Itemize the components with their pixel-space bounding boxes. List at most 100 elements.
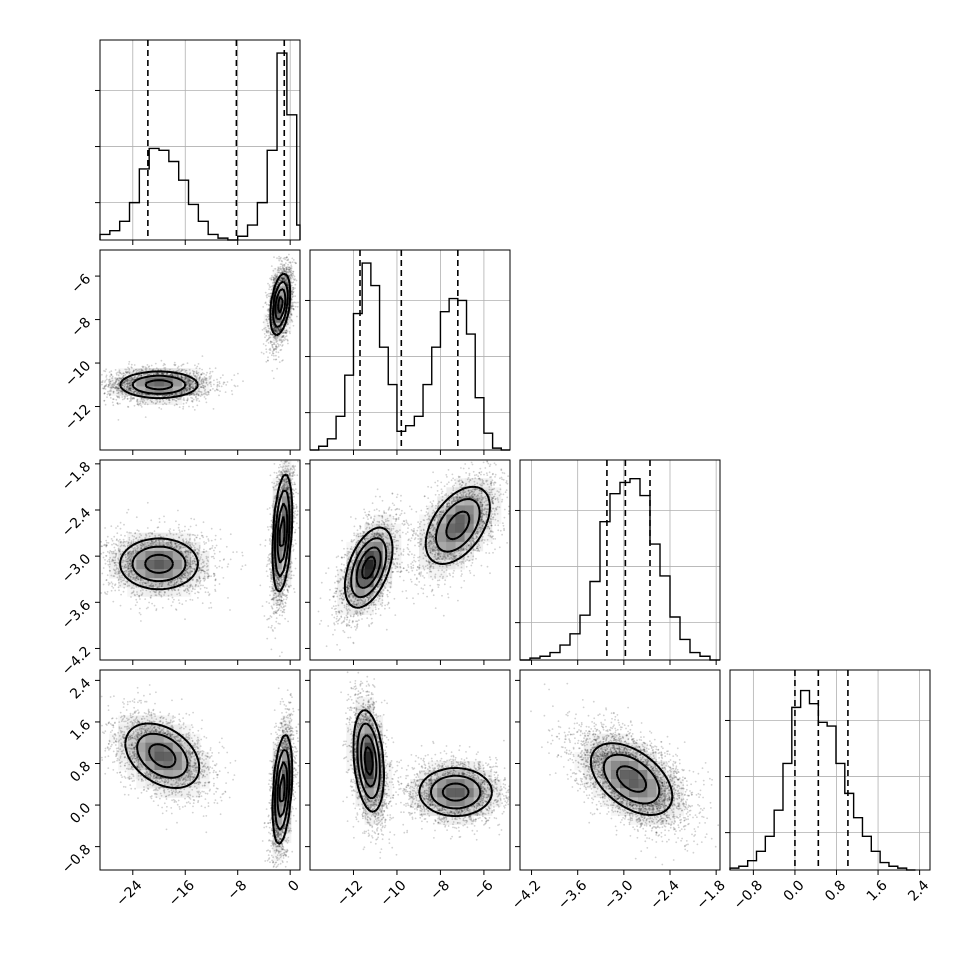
scatter-point [269,568,271,571]
scatter-point [272,589,275,592]
scatter-point [270,626,273,629]
density-bin [127,386,137,396]
scatter-point [161,582,163,585]
scatter-point [178,547,181,550]
scatter-point [130,555,132,558]
scatter-point [163,372,165,375]
scatter-point [135,586,138,588]
scatter-point [281,611,284,613]
scatter-point [189,525,192,528]
scatter-point [127,541,130,544]
scatter-point [206,391,209,393]
scatter-point [244,564,247,566]
density-bin [145,386,155,396]
density-bin [172,560,183,570]
scatter-point [165,534,168,536]
scatter-point [116,378,119,380]
scatter-point [113,542,115,545]
scatter-point [295,514,298,516]
scatter-point [168,401,171,404]
scatter-point [271,606,273,609]
scatter-point [109,556,112,559]
scatter-point [182,407,184,410]
scatter-point [289,577,292,580]
scatter-point [202,521,205,524]
density-bin [181,377,192,387]
scatter-point [120,534,122,536]
density-bin [200,377,210,387]
scatter-point [293,301,296,304]
scatter-point [196,375,198,378]
scatter-point [190,566,192,568]
scatter-point [278,330,280,332]
scatter-point [237,372,239,375]
scatter-point [181,580,184,583]
scatter-point [286,266,289,268]
scatter-point [196,392,198,394]
scatter-point [270,571,272,574]
scatter-point [287,585,290,588]
scatter-point [139,533,141,535]
scatter-point [143,546,146,548]
scatter-point [285,267,288,270]
scatter-point [206,559,209,561]
scatter-point [288,327,291,329]
scatter-point [116,532,119,535]
scatter-point [155,609,158,612]
scatter-point [100,381,103,383]
scatter-point [205,377,208,380]
scatter-point [204,385,206,387]
scatter-point [107,390,109,393]
scatter-point [109,550,112,552]
hist-frame-1 [309,249,511,451]
scatter-point [184,552,187,554]
scatter-point [209,602,212,604]
scatter-point [275,472,278,474]
scatter-point [272,503,274,505]
scatter-point [186,550,188,552]
scatter-point [284,258,286,261]
scatter-point [129,384,131,387]
scatter-point [188,388,191,391]
scatter-point [116,544,119,547]
scatter-point [163,594,165,596]
scatter-point [119,402,121,405]
scatter-point [181,603,184,606]
scatter-point [110,374,113,376]
scatter-point [126,511,128,514]
scatter-point [261,329,264,331]
scatter-point [148,365,151,368]
scatter-point [128,360,131,363]
scatter-point [116,388,118,390]
scatter-point [180,364,183,367]
scatter-point [273,358,275,361]
scatter-point [174,578,177,581]
scatter-point [292,288,295,290]
scatter-point [161,395,164,397]
scatter-point [271,369,274,372]
scatter-point [142,544,145,547]
scatter-point [128,531,131,534]
scatter-point [185,376,188,378]
scatter-point [128,553,131,555]
scatter-point [117,374,120,377]
scatter-point [112,550,115,553]
scatter-point [136,401,139,403]
scatter-point [148,544,150,547]
scatter-point [202,551,205,554]
scatter-point [194,560,196,563]
scatter-point [184,378,187,380]
scatter-point [189,384,191,387]
scatter-point [124,384,127,386]
scatter-point [275,484,278,487]
scatter-point [126,379,128,382]
scatter-point [115,527,117,529]
scatter-point [110,387,112,390]
scatter-point [268,352,271,354]
scatter-point [120,544,123,547]
scatter-point [130,387,133,390]
scatter-point [161,606,164,609]
scatter-point [291,471,294,474]
scatter-point [130,379,133,381]
scatter-point [279,490,282,493]
